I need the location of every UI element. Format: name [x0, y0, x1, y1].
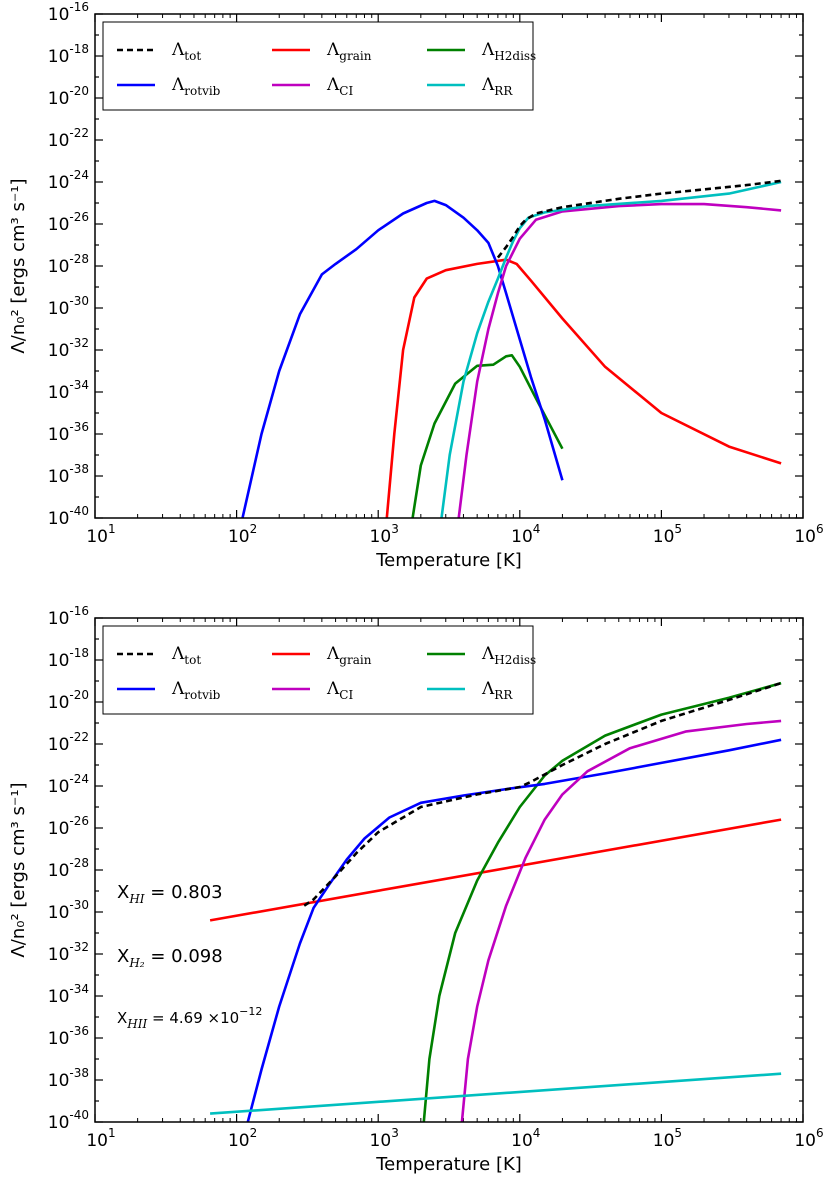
x-tick-label: 105	[653, 1126, 682, 1151]
series-line-ci	[460, 719, 782, 1122]
legend-box	[102, 625, 534, 715]
y-tick-label: 10-34	[48, 378, 89, 403]
legend-label: ΛCI	[326, 75, 353, 98]
legend-label: ΛH2diss	[481, 40, 536, 63]
legend-label: ΛCI	[326, 679, 353, 702]
y-tick-label: 10-22	[48, 730, 89, 755]
y-axis-label: Λ/n₀² [ergs cm³ s⁻¹]	[8, 782, 29, 957]
legend-label: Λtot	[171, 40, 201, 63]
x-tick-label: 106	[794, 522, 823, 547]
legend: Λtot Λgrain ΛH2diss Λrotvib ΛCI ΛRR	[102, 21, 536, 111]
fraction-annotation: XHI = 0.803	[117, 882, 223, 906]
y-tick-label: 10-30	[48, 898, 89, 923]
series-line-grain	[209, 818, 782, 922]
panel-bottom: 101 102 103 104 105 106 10-16 10-18 10-20 10-22 10…	[8, 604, 824, 1175]
x-axis-label: Temperature [K]	[375, 1154, 522, 1175]
legend-label: Λtot	[171, 644, 201, 667]
series-line-rotvib	[241, 199, 564, 518]
y-axis-label: Λ/n₀² [ergs cm³ s⁻¹]	[8, 178, 29, 353]
legend-label: ΛRR	[481, 75, 513, 98]
fraction-annotation: XH₂ = 0.098	[117, 946, 223, 970]
legend-box	[102, 21, 534, 111]
x-tick-label: 103	[370, 522, 399, 547]
y-tick-label: 10-28	[48, 252, 89, 277]
x-tick-label: 104	[511, 522, 540, 547]
series-line-h2diss	[411, 354, 564, 518]
y-tick-label: 10-26	[48, 814, 89, 839]
series-group	[209, 681, 782, 1122]
legend-label: Λgrain	[326, 644, 372, 667]
x-tick-label: 101	[86, 522, 115, 547]
y-tick-label: 10-30	[48, 294, 89, 319]
plot-frame	[94, 617, 804, 1123]
legend: Λtot Λgrain ΛH2diss Λrotvib ΛCI ΛRR	[102, 625, 536, 715]
y-tick-label: 10-24	[48, 772, 89, 797]
series-line-tot	[496, 179, 782, 259]
y-tick-label: 10-40	[48, 504, 89, 529]
x-axis-label: Temperature [K]	[375, 550, 522, 571]
series-line-rr	[210, 1072, 782, 1115]
y-tick-label: 10-34	[48, 982, 89, 1007]
series-line-ci	[457, 202, 782, 518]
y-tick-label: 10-16	[48, 604, 89, 629]
plot-frame	[94, 13, 804, 519]
annotations: XHI = 0.803 XH₂ = 0.098 XHII = 4.69 ×10−12	[117, 882, 262, 1031]
y-tick-label: 10-38	[48, 1066, 89, 1091]
series-line-rr	[440, 180, 782, 518]
x-tick-label: 104	[511, 1126, 540, 1151]
y-tick-label: 10-20	[48, 84, 89, 109]
legend-label: Λrotvib	[171, 679, 221, 702]
legend-label: Λrotvib	[171, 75, 221, 98]
y-tick-label: 10-32	[48, 940, 89, 965]
legend-label: ΛRR	[481, 679, 513, 702]
fraction-annotation: XHII = 4.69 ×10−12	[117, 1005, 262, 1031]
y-tick-label: 10-16	[48, 0, 89, 25]
x-tick-label: 101	[86, 1126, 115, 1151]
y-tick-label: 10-38	[48, 462, 89, 487]
y-tick-label: 10-40	[48, 1108, 89, 1133]
y-tick-label: 10-28	[48, 856, 89, 881]
x-tick-label: 105	[653, 522, 682, 547]
y-tick-label: 10-36	[48, 420, 89, 445]
x-tick-label: 103	[370, 1126, 399, 1151]
x-tick-label: 102	[228, 1126, 257, 1151]
y-tick-label: 10-26	[48, 210, 89, 235]
panel-top: 101 102 103 104 105 106 10-16 10-18 10-20 10-22 10…	[8, 0, 824, 571]
series-line-h2diss	[422, 681, 782, 1122]
x-tick-label: 106	[794, 1126, 823, 1151]
y-tick-label: 10-22	[48, 126, 89, 151]
y-tick-label: 10-32	[48, 336, 89, 361]
legend-label: ΛH2diss	[481, 644, 536, 667]
y-tick-label: 10-24	[48, 168, 89, 193]
y-tick-label: 10-18	[48, 646, 89, 671]
series-line-tot	[303, 681, 782, 907]
x-tick-label: 102	[228, 522, 257, 547]
series-line-rotvib	[246, 738, 782, 1122]
y-tick-label: 10-36	[48, 1024, 89, 1049]
y-tick-label: 10-18	[48, 42, 89, 67]
series-group	[241, 179, 782, 518]
legend-label: Λgrain	[326, 40, 372, 63]
y-tick-label: 10-20	[48, 688, 89, 713]
